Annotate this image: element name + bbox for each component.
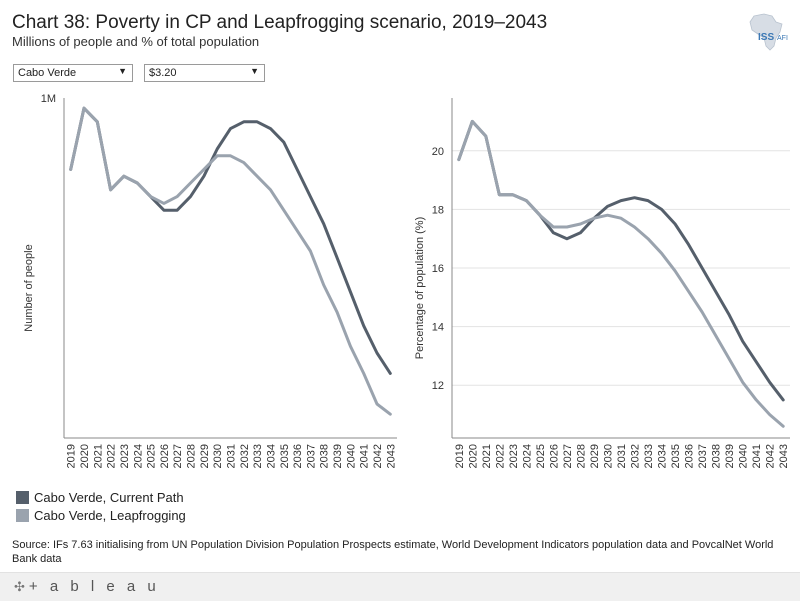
- legend-item-leapfrogging[interactable]: Cabo Verde, Leapfrogging: [16, 506, 186, 524]
- chart1-x-tick-label: 2027: [172, 444, 184, 468]
- chart2-x-tick-label: 2032: [630, 444, 642, 468]
- chevron-down-icon: ▼: [118, 66, 127, 76]
- chart2-y-tick-label: 16: [432, 263, 444, 275]
- chart1-x-tick-label: 2031: [226, 444, 238, 468]
- chart2-series-line-leapfrogging[interactable]: [457, 119, 785, 428]
- chart1-x-tick-label: 2035: [279, 444, 291, 468]
- chart1-x-tick-label: 2039: [332, 444, 344, 468]
- chart2-x-tick-label: 2028: [575, 444, 587, 468]
- chart2-y-tick-label: 12: [432, 380, 444, 392]
- chart2-x-tick-label: 2027: [562, 444, 574, 468]
- tableau-footer: ✣ + a b l e a u: [0, 572, 800, 601]
- chart2-y-axis-label: Percentage of population (%): [414, 217, 426, 359]
- chart1-x-tick-label: 2021: [92, 444, 104, 468]
- tableau-mark-icon: ✣: [14, 579, 25, 594]
- chart2-x-tick-label: 2035: [670, 444, 682, 468]
- chart1-x-tick-label: 2025: [146, 444, 158, 468]
- source-note: Source: IFs 7.63 initialising from UN Po…: [12, 539, 774, 562]
- chart1-series-line-leapfrogging[interactable]: [69, 106, 392, 416]
- tableau-logo[interactable]: ✣ + a b l e a u: [14, 578, 160, 595]
- chart-subtitle: Millions of people and % of total popula…: [12, 34, 260, 49]
- chart2-y-tick-label: 20: [432, 146, 444, 158]
- chart1-x-tick-label: 2042: [372, 444, 384, 468]
- chart1-x-tick-label: 2038: [319, 444, 331, 468]
- legend-swatch-leapfrogging: [16, 508, 29, 522]
- chart1-x-tick-label: 2032: [239, 444, 251, 468]
- chart1-y-tick-label: 1M: [41, 93, 56, 105]
- chart1-series-line-current-path[interactable]: [69, 106, 392, 375]
- chart2-x-tick-label: 2043: [778, 444, 790, 468]
- chart1-x-tick-label: 2036: [292, 444, 304, 468]
- chart1-x-tick-label: 2040: [345, 444, 357, 468]
- country-dropdown-value: Cabo Verde: [18, 67, 77, 79]
- chart2-x-tick-label: 2034: [657, 444, 669, 468]
- chart2-x-tick-label: 2026: [548, 444, 560, 468]
- chart1-x-tick-label: 2029: [199, 444, 211, 468]
- poverty-line-dropdown[interactable]: $3.20 ▼: [144, 64, 265, 82]
- chart2-x-tick-label: 2038: [711, 444, 723, 468]
- chart2-x-tick-label: 2033: [643, 444, 655, 468]
- legend: Cabo Verde, Current Path Cabo Verde, Lea…: [16, 488, 186, 524]
- chart2-x-tick-label: 2025: [535, 444, 547, 468]
- chart2-x-tick-label: 2024: [521, 444, 533, 468]
- iss-afi-logo: ISS AFI: [749, 13, 788, 51]
- chart-title: Chart 38: Poverty in CP and Leapfrogging…: [12, 12, 548, 33]
- chart2-x-tick-label: 2019: [454, 444, 466, 468]
- chart1-x-tick-label: 2043: [385, 444, 397, 468]
- poverty-line-dropdown-value: $3.20: [149, 67, 177, 79]
- legend-item-current-path[interactable]: Cabo Verde, Current Path: [16, 488, 186, 506]
- chart2-x-tick-label: 2036: [684, 444, 696, 468]
- legend-label-current-path: Cabo Verde, Current Path: [34, 489, 184, 505]
- tableau-brand: + a b l e a u: [28, 578, 160, 595]
- chart1-x-tick-label: 2028: [186, 444, 198, 468]
- chart2-x-tick-label: 2037: [697, 444, 709, 468]
- logo-subtext: AFI: [777, 35, 788, 42]
- chart1-x-tick-label: 2034: [265, 444, 277, 468]
- chart2-x-tick-label: 2041: [751, 444, 763, 468]
- chart2-x-tick-label: 2030: [602, 444, 614, 468]
- chart1-x-tick-label: 2020: [79, 444, 91, 468]
- chart1-x-tick-label: 2023: [119, 444, 131, 468]
- chart2-x-tick-label: 2020: [467, 444, 479, 468]
- chart1-x-tick-label: 2030: [212, 444, 224, 468]
- chart2-x-tick-label: 2040: [738, 444, 750, 468]
- chart1-x-tick-label: 2037: [305, 444, 317, 468]
- chart2-x-tick-label: 2022: [494, 444, 506, 468]
- country-dropdown[interactable]: Cabo Verde ▼: [13, 64, 133, 82]
- chart1-x-tick-label: 2033: [252, 444, 264, 468]
- chart1-x-tick-label: 2024: [132, 444, 144, 468]
- chart1-y-axis-label: Number of people: [23, 244, 35, 331]
- chart2-y-tick-label: 14: [432, 322, 444, 334]
- logo-text: ISS: [758, 32, 774, 43]
- africa-map-icon: [749, 13, 783, 51]
- chart2-x-tick-label: 2031: [616, 444, 628, 468]
- chart2-x-tick-label: 2021: [481, 444, 493, 468]
- chevron-down-icon: ▼: [250, 66, 259, 76]
- legend-label-leapfrogging: Cabo Verde, Leapfrogging: [34, 507, 186, 523]
- chart2-y-tick-label: 18: [432, 204, 444, 216]
- chart2-x-tick-label: 2029: [589, 444, 601, 468]
- chart2-x-tick-label: 2039: [724, 444, 736, 468]
- chart2-series-line-current-path[interactable]: [457, 119, 785, 402]
- chart1-x-tick-label: 2041: [359, 444, 371, 468]
- chart2-x-tick-label: 2023: [508, 444, 520, 468]
- chart1-x-tick-label: 2022: [106, 444, 118, 468]
- chart1-x-tick-label: 2019: [66, 444, 78, 468]
- chart2-x-tick-label: 2042: [765, 444, 777, 468]
- legend-swatch-current-path: [16, 490, 29, 504]
- chart1-x-tick-label: 2026: [159, 444, 171, 468]
